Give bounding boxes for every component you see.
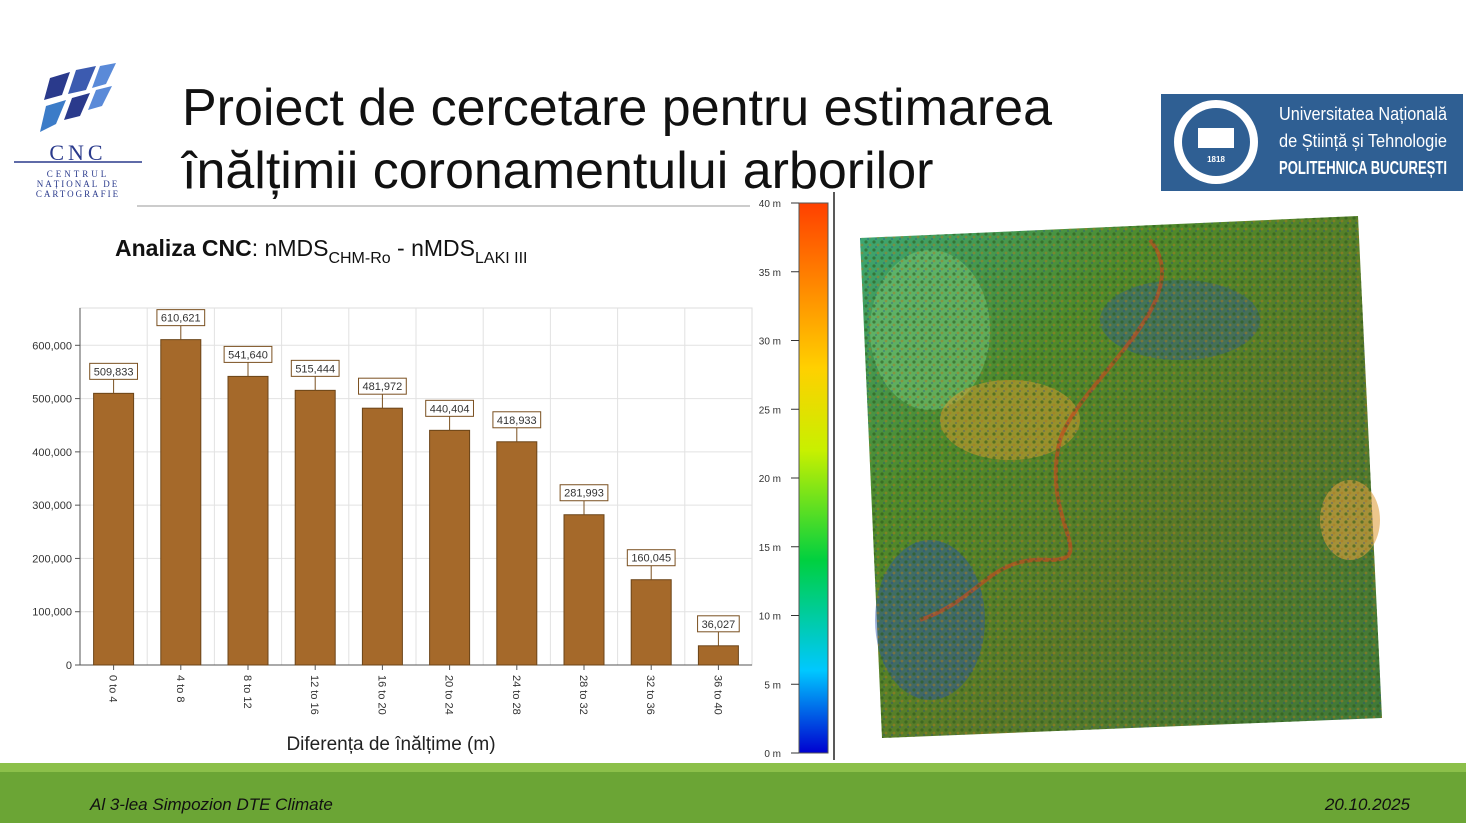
colorbar-label: 10 m [759, 612, 781, 623]
subtitle-bold: Analiza CNC [115, 235, 252, 261]
colorbar-label: 20 m [759, 474, 781, 485]
upb-line: Universitatea Națională [1279, 104, 1448, 124]
bar [630, 579, 672, 666]
cnc-line: NAȚIONAL DE [37, 179, 119, 190]
value-label: 160,045 [631, 553, 671, 565]
footer-band [0, 772, 1466, 823]
colorbar-label: 30 m [759, 337, 781, 348]
y-tick-label: 400,000 [32, 447, 72, 459]
x-tick-label: 36 to 40 [711, 675, 723, 715]
bar [429, 429, 471, 666]
x-tick-label: 0 to 4 [107, 675, 119, 703]
x-axis-title: Diferența de înălțime (m) [286, 734, 495, 755]
bar-chart: 0 100,000 200,000 300,000 400,000 500,000 600,… [32, 307, 753, 755]
colorbar-label: 40 m [759, 199, 781, 210]
value-label-box [492, 411, 542, 429]
value-label: 509,833 [94, 366, 134, 378]
footer-strip [0, 763, 1466, 772]
x-tick-label: 32 to 36 [644, 675, 656, 715]
value-label-box [697, 615, 740, 633]
colorbar-label: 15 m [759, 543, 781, 554]
x-tick-label: 8 to 12 [241, 675, 253, 709]
subtitle: Analiza CNC: nMDSCHM-Ro - nMDSLAKI III [115, 235, 527, 267]
bar [563, 514, 605, 666]
cnc-abbr: CNC [49, 140, 106, 165]
value-label: 610,621 [161, 313, 201, 325]
value-label: 36,027 [702, 619, 736, 631]
value-label: 481,972 [363, 381, 403, 393]
colorbar-label: 25 m [759, 405, 781, 416]
y-tick-label: 100,000 [32, 607, 72, 619]
colorbar-label: 0 m [764, 749, 781, 760]
x-tick-label: 20 to 24 [443, 675, 455, 715]
cnc-line: CENTRUL [47, 169, 110, 179]
title-line: înălțimii coronamentului arborilor [180, 142, 933, 200]
subtitle-part: - nMDS [391, 235, 475, 261]
value-label: 541,640 [228, 349, 268, 361]
value-label-box [559, 484, 609, 502]
value-label-box [358, 377, 407, 395]
y-tick-label: 600,000 [32, 340, 72, 352]
x-tick-label: 4 to 8 [174, 675, 186, 703]
y-tick-label: 500,000 [32, 394, 72, 406]
bar [294, 389, 336, 666]
value-label-box [290, 359, 340, 377]
chm-map [860, 216, 1382, 738]
value-label: 281,993 [564, 488, 604, 500]
y-tick-label: 300,000 [32, 500, 72, 512]
value-label: 515,444 [295, 363, 335, 375]
colorbar-label: 5 m [764, 680, 781, 691]
y-tick-label: 0 [66, 660, 72, 672]
x-tick-label: 16 to 20 [375, 675, 387, 715]
bar [160, 339, 202, 666]
value-label-box [156, 309, 206, 327]
bar [496, 441, 538, 666]
colorbar: 0 m 5 m 10 m 15 m 20 m 25 m 30 m 35 m 40 m [759, 192, 835, 760]
value-label-box [626, 549, 676, 567]
x-tick-label: 12 to 16 [308, 675, 320, 715]
cnc-line: CARTOGRAFIE [36, 189, 120, 199]
x-tick-label: 24 to 28 [510, 675, 522, 715]
subtitle-sub: CHM-Ro [328, 250, 390, 267]
value-label: 440,404 [430, 403, 470, 415]
upb-logo: 1818 Universitatea Națională de Știință … [1161, 94, 1463, 191]
footer-right: 20.10.2025 [1324, 795, 1411, 814]
value-label-box [425, 399, 474, 417]
upb-line: de Știință și Tehnologie [1279, 131, 1447, 151]
bar [93, 392, 135, 666]
footer-left: Al 3-lea Simpozion DTE Climate [89, 795, 333, 814]
title-line: Proiect de cercetare pentru estimarea [182, 79, 1052, 137]
subtitle-sub: LAKI III [475, 250, 527, 267]
upb-year: 1818 [1207, 155, 1225, 164]
subtitle-part: : nMDS [252, 235, 329, 261]
value-label-box [223, 345, 273, 363]
bar [697, 645, 739, 666]
colorbar-label: 35 m [759, 268, 781, 279]
x-tick-label: 28 to 32 [577, 675, 589, 715]
y-tick-label: 200,000 [32, 553, 72, 565]
bar [227, 375, 269, 666]
value-label-box [89, 362, 138, 380]
cnc-logo: CNC CENTRUL NAȚIONAL DE CARTOGRAFIE [14, 63, 142, 199]
value-label: 418,933 [497, 415, 537, 427]
upb-line: POLITEHNICA BUCUREȘTI [1279, 158, 1447, 178]
bar [361, 407, 403, 666]
